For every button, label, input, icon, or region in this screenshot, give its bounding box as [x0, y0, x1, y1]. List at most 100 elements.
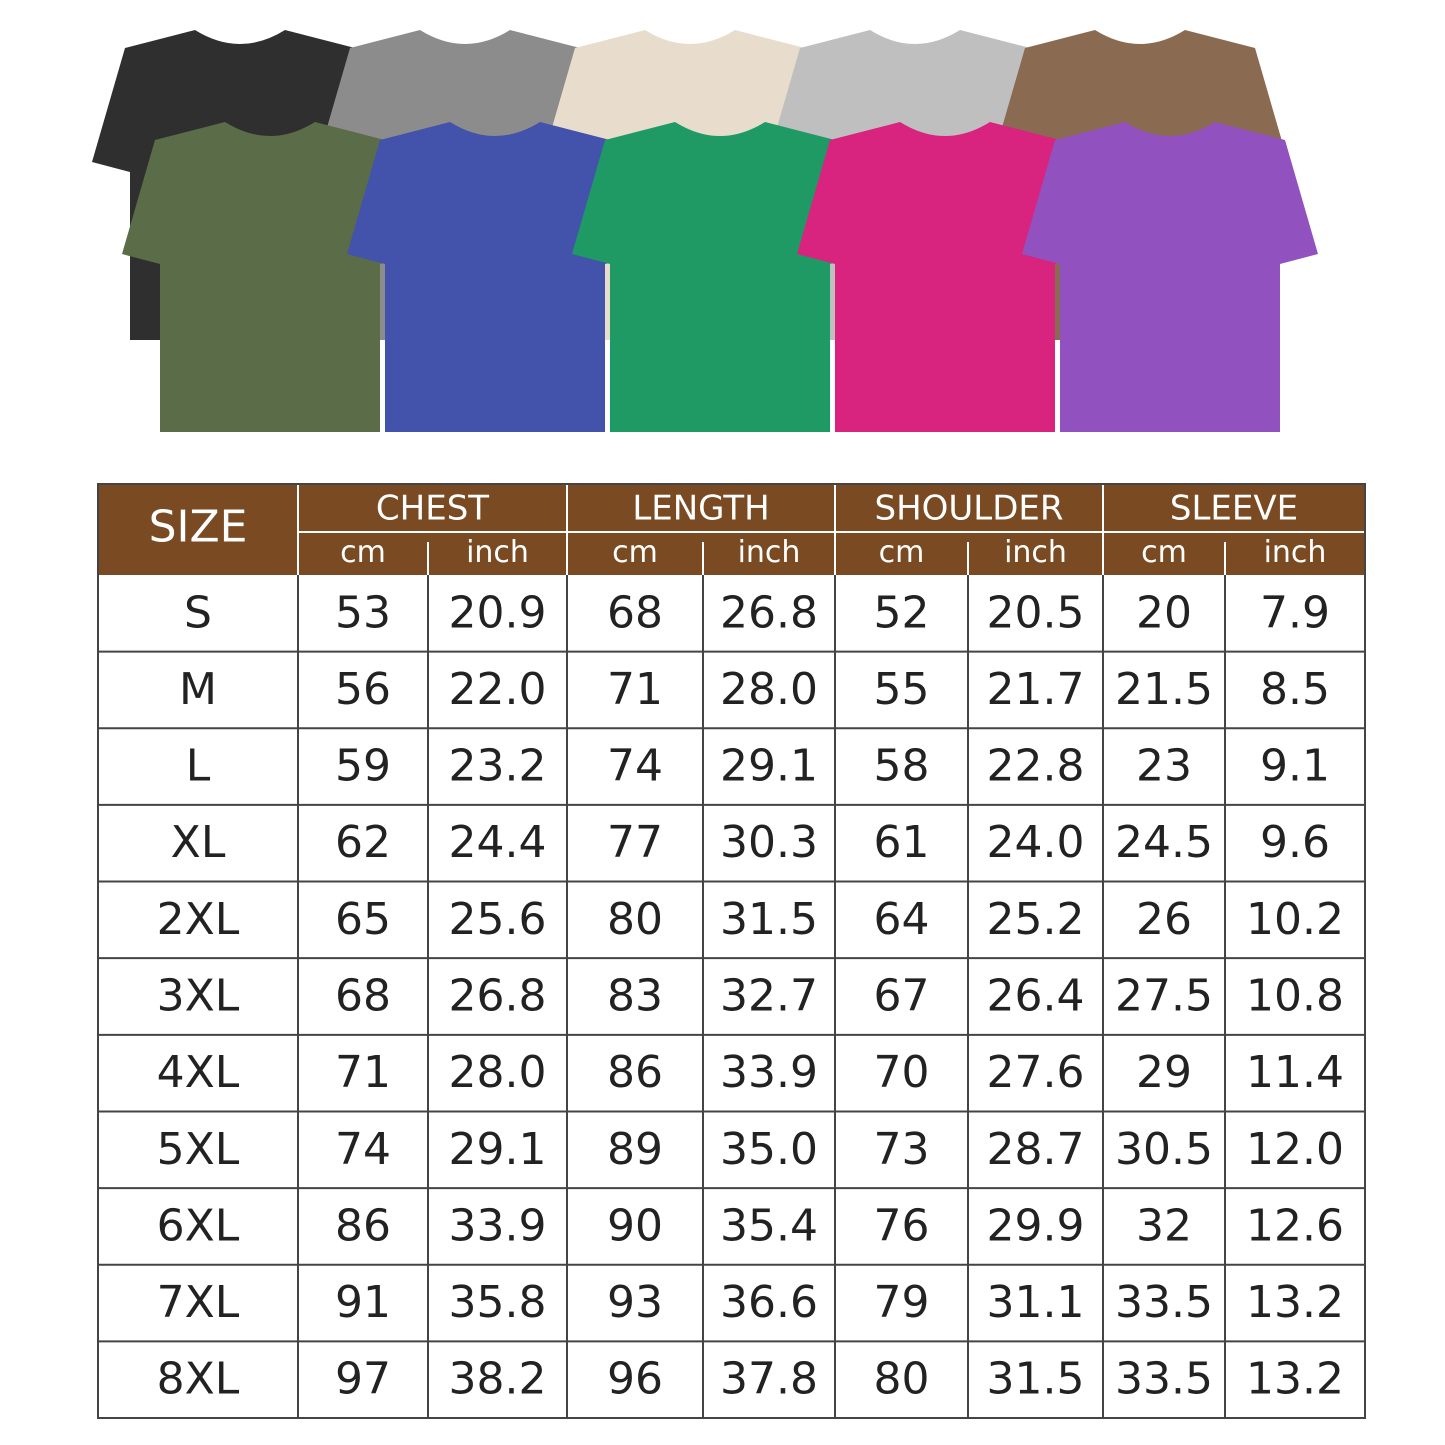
group-header: LENGTH — [632, 489, 769, 529]
measurement: 86 — [607, 1047, 663, 1098]
measurement: 29.9 — [987, 1200, 1085, 1251]
measurement: 52 — [874, 587, 930, 638]
measurement: 8.5 — [1260, 664, 1330, 715]
size-label: 7XL — [157, 1277, 240, 1328]
measurement: 13.2 — [1246, 1277, 1344, 1328]
measurement: 31.5 — [720, 894, 818, 945]
measurement: 31.1 — [987, 1277, 1085, 1328]
measurement: 38.2 — [449, 1354, 547, 1405]
measurement: 29.1 — [720, 741, 818, 792]
shirt-gallery — [92, 30, 1318, 432]
measurement: 30.3 — [720, 817, 818, 868]
measurement: 26.8 — [449, 971, 547, 1022]
measurement: 33.5 — [1115, 1277, 1213, 1328]
measurement: 71 — [607, 664, 663, 715]
measurement: 7.9 — [1260, 587, 1330, 638]
measurement: 25.6 — [449, 894, 547, 945]
unit-header: inch — [466, 535, 529, 570]
size-label: 4XL — [157, 1047, 240, 1098]
measurement: 73 — [874, 1124, 930, 1175]
measurement: 32 — [1136, 1200, 1192, 1251]
measurement: 67 — [874, 971, 930, 1022]
measurement: 61 — [874, 817, 930, 868]
measurement: 65 — [335, 894, 391, 945]
measurement: 80 — [607, 894, 663, 945]
measurement: 35.8 — [449, 1277, 547, 1328]
measurement: 13.2 — [1246, 1354, 1344, 1405]
measurement: 9.1 — [1260, 741, 1330, 792]
size-label: L — [186, 741, 211, 792]
measurement: 96 — [607, 1354, 663, 1405]
measurement: 32.7 — [720, 971, 818, 1022]
measurement: 91 — [335, 1277, 391, 1328]
unit-header: cm — [340, 535, 386, 570]
measurement: 20.9 — [449, 587, 547, 638]
measurement: 90 — [607, 1200, 663, 1251]
size-table: SIZE CHEST cm inch LENGTH cm inch SHOULDER cm inc… — [97, 483, 1366, 1419]
measurement: 55 — [874, 664, 930, 715]
measurement: 89 — [607, 1124, 663, 1175]
measurement: 28.0 — [720, 664, 818, 715]
measurement: 56 — [335, 664, 391, 715]
measurement: 58 — [874, 741, 930, 792]
table-border — [97, 483, 1366, 1419]
measurement: 12.6 — [1246, 1200, 1344, 1251]
measurement: 59 — [335, 741, 391, 792]
group-header: SHOULDER — [874, 489, 1063, 529]
unit-header: inch — [1264, 535, 1327, 570]
measurement: 33.5 — [1115, 1354, 1213, 1405]
measurement: 70 — [874, 1047, 930, 1098]
measurement: 86 — [335, 1200, 391, 1251]
measurement: 27.5 — [1115, 971, 1213, 1022]
size-label: S — [184, 587, 212, 638]
measurement: 26.8 — [720, 587, 818, 638]
measurement: 28.0 — [449, 1047, 547, 1098]
measurement: 28.7 — [987, 1124, 1085, 1175]
measurement: 80 — [874, 1354, 930, 1405]
shirt — [1022, 122, 1318, 432]
measurement: 53 — [335, 587, 391, 638]
measurement: 83 — [607, 971, 663, 1022]
measurement: 20 — [1136, 587, 1192, 638]
measurement: 31.5 — [987, 1354, 1085, 1405]
measurement: 29.1 — [449, 1124, 547, 1175]
measurement: 23 — [1136, 741, 1192, 792]
measurement: 97 — [335, 1354, 391, 1405]
measurement: 9.6 — [1260, 817, 1330, 868]
measurement: 25.2 — [987, 894, 1085, 945]
size-label: 5XL — [157, 1124, 240, 1175]
measurement: 10.2 — [1246, 894, 1344, 945]
measurement: 26 — [1136, 894, 1192, 945]
measurement: 11.4 — [1246, 1047, 1344, 1098]
measurement: 37.8 — [720, 1354, 818, 1405]
unit-header: inch — [738, 535, 801, 570]
measurement: 77 — [607, 817, 663, 868]
measurement: 68 — [607, 587, 663, 638]
measurement: 62 — [335, 817, 391, 868]
group-header: CHEST — [376, 489, 489, 529]
size-label: M — [179, 664, 217, 715]
measurement: 24.4 — [449, 817, 547, 868]
unit-header: cm — [879, 535, 925, 570]
measurement: 74 — [335, 1124, 391, 1175]
measurement: 22.8 — [987, 741, 1085, 792]
measurement: 33.9 — [720, 1047, 818, 1098]
measurement: 76 — [874, 1200, 930, 1251]
group-header: SLEEVE — [1170, 489, 1298, 529]
unit-header: cm — [612, 535, 658, 570]
measurement: 93 — [607, 1277, 663, 1328]
size-header: SIZE — [149, 502, 248, 553]
measurement: 33.9 — [449, 1200, 547, 1251]
size-label: 6XL — [157, 1200, 240, 1251]
measurement: 24.5 — [1115, 817, 1213, 868]
measurement: 24.0 — [987, 817, 1085, 868]
measurement: 21.5 — [1115, 664, 1213, 715]
measurement: 22.0 — [449, 664, 547, 715]
measurement: 35.0 — [720, 1124, 818, 1175]
measurement: 30.5 — [1115, 1124, 1213, 1175]
measurement: 29 — [1136, 1047, 1192, 1098]
unit-header: cm — [1141, 535, 1187, 570]
measurement: 71 — [335, 1047, 391, 1098]
size-label: 8XL — [157, 1354, 240, 1405]
